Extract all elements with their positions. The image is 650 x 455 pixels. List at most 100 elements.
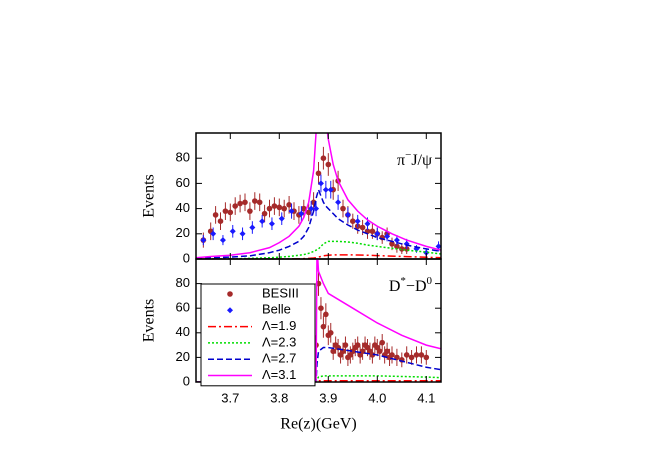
data-point bbox=[318, 305, 324, 312]
data-point bbox=[305, 209, 312, 216]
data-point bbox=[286, 202, 292, 208]
panel-label: π−J/ψ bbox=[397, 149, 432, 169]
plot-frame bbox=[195, 258, 442, 383]
data-point bbox=[229, 228, 236, 235]
legend-label: Λ=2.3 bbox=[262, 334, 296, 349]
data-point bbox=[308, 205, 315, 212]
data-point bbox=[261, 210, 268, 217]
legend-marker bbox=[227, 307, 233, 314]
y-tick-label: 20 bbox=[176, 225, 190, 240]
data-point bbox=[222, 208, 229, 214]
y-tick-label: 80 bbox=[176, 150, 190, 165]
data-point bbox=[247, 208, 253, 214]
data-point bbox=[369, 352, 376, 358]
data-point bbox=[413, 352, 420, 358]
data-point bbox=[322, 186, 329, 193]
data-point bbox=[359, 224, 366, 231]
data-point bbox=[389, 352, 395, 358]
data-point bbox=[403, 352, 410, 358]
y-tick-label: 80 bbox=[176, 275, 190, 290]
data-point bbox=[217, 218, 224, 224]
data-point bbox=[288, 208, 295, 215]
data-point bbox=[212, 212, 219, 218]
data-point bbox=[239, 230, 246, 237]
panel-label: D*−D0 bbox=[389, 275, 433, 295]
data-point bbox=[327, 186, 334, 193]
legend-label: Λ=2.7 bbox=[262, 351, 296, 366]
curve bbox=[196, 380, 441, 382]
y-axis-label: Events bbox=[141, 299, 158, 343]
data-point bbox=[320, 323, 327, 330]
panel-label-part: J/ψ bbox=[411, 152, 432, 169]
y-tick-label: 0 bbox=[183, 250, 190, 265]
data-point bbox=[252, 198, 258, 204]
y-tick-label: 0 bbox=[183, 373, 190, 388]
data-point bbox=[350, 218, 356, 224]
y-tick-label: 60 bbox=[176, 300, 190, 315]
curve bbox=[196, 240, 441, 259]
data-point bbox=[317, 180, 324, 187]
data-point bbox=[200, 237, 207, 244]
data-point bbox=[335, 199, 342, 206]
data-point bbox=[399, 246, 405, 252]
legend-marker bbox=[227, 291, 233, 297]
data-point bbox=[376, 348, 383, 355]
curve bbox=[196, 133, 441, 259]
data-point bbox=[278, 215, 285, 222]
y-tick-label: 40 bbox=[176, 324, 190, 339]
x-tick-label: 3.8 bbox=[270, 390, 288, 405]
data-point bbox=[276, 204, 283, 211]
legend-label: Λ=1.9 bbox=[262, 318, 296, 333]
curve bbox=[196, 375, 441, 382]
legend-label: Belle bbox=[262, 302, 291, 317]
y-tick-label: 20 bbox=[176, 349, 190, 364]
legend-label: Λ=3.1 bbox=[262, 367, 296, 382]
data-point bbox=[268, 220, 275, 227]
data-point bbox=[364, 220, 371, 227]
data-point bbox=[242, 199, 248, 206]
curve bbox=[196, 187, 441, 259]
data-point bbox=[256, 199, 263, 206]
y-axis-label: Events bbox=[141, 174, 158, 218]
data-point bbox=[323, 311, 329, 318]
y-tick-label: 60 bbox=[176, 175, 190, 190]
data-point bbox=[237, 200, 243, 207]
data-point bbox=[219, 237, 226, 244]
data-point bbox=[384, 233, 391, 240]
data-point bbox=[259, 218, 266, 225]
data-point bbox=[210, 230, 217, 237]
data-point bbox=[330, 348, 337, 355]
plot-area bbox=[196, 133, 441, 259]
data-point bbox=[301, 205, 307, 212]
data-point bbox=[249, 224, 256, 231]
plot-area bbox=[196, 259, 441, 382]
data-point bbox=[354, 218, 361, 225]
panel-label-part: − bbox=[405, 149, 411, 161]
panel-label-part: D bbox=[389, 278, 401, 295]
data-point bbox=[393, 237, 400, 244]
data-point bbox=[408, 354, 415, 361]
legend-label: BESIII bbox=[262, 285, 299, 300]
data-point bbox=[298, 210, 305, 217]
panel-label-part: −D bbox=[406, 278, 427, 295]
x-axis-label: Re(z)(GeV) bbox=[280, 416, 356, 433]
data-point bbox=[435, 243, 441, 250]
legend-box bbox=[200, 283, 316, 387]
data-point bbox=[354, 342, 361, 348]
data-point bbox=[325, 161, 332, 168]
data-point bbox=[320, 155, 327, 161]
data-point bbox=[423, 354, 430, 361]
panel-label-part: 0 bbox=[427, 275, 433, 287]
x-tick-label: 3.7 bbox=[221, 390, 239, 405]
panel-label-part: * bbox=[400, 275, 406, 287]
data-point bbox=[344, 211, 351, 218]
data-point bbox=[394, 243, 400, 250]
panel-label-part: π bbox=[397, 152, 405, 169]
data-point bbox=[342, 342, 349, 348]
data-point bbox=[266, 205, 273, 212]
x-tick-label: 4.0 bbox=[368, 390, 386, 405]
data-point bbox=[271, 203, 278, 209]
data-point bbox=[327, 330, 334, 336]
data-point bbox=[281, 205, 288, 212]
